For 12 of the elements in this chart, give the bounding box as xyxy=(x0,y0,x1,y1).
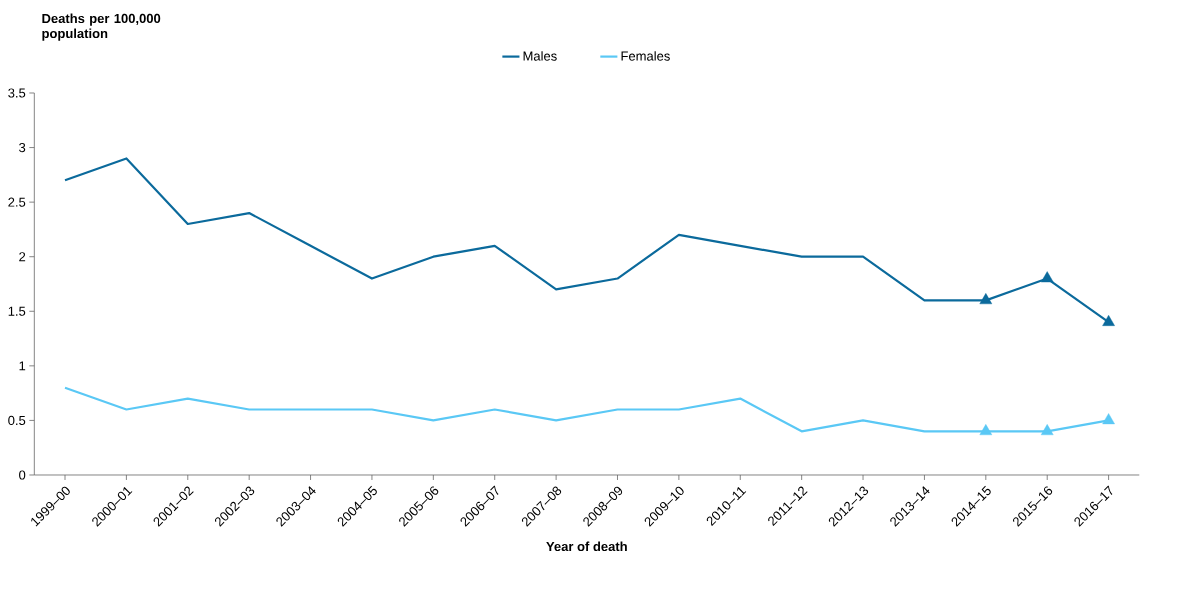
x-axis-title: Year of death xyxy=(546,541,627,552)
y-tick-label: 2.5 xyxy=(8,197,26,207)
y-tick-label: 3 xyxy=(19,142,26,153)
y-tick-label: 3.5 xyxy=(8,88,26,98)
legend-label: Females xyxy=(621,51,670,61)
y-tick-label: 0.5 xyxy=(8,415,26,426)
y-tick-label: 0 xyxy=(19,470,26,480)
legend-label: Males xyxy=(523,51,557,61)
y-tick-label: 1 xyxy=(19,361,26,371)
y-tick-label: 2 xyxy=(19,252,26,262)
y-tick-label: 1.5 xyxy=(8,306,26,316)
y-axis-title: Deaths per 100,000 population xyxy=(42,13,161,41)
